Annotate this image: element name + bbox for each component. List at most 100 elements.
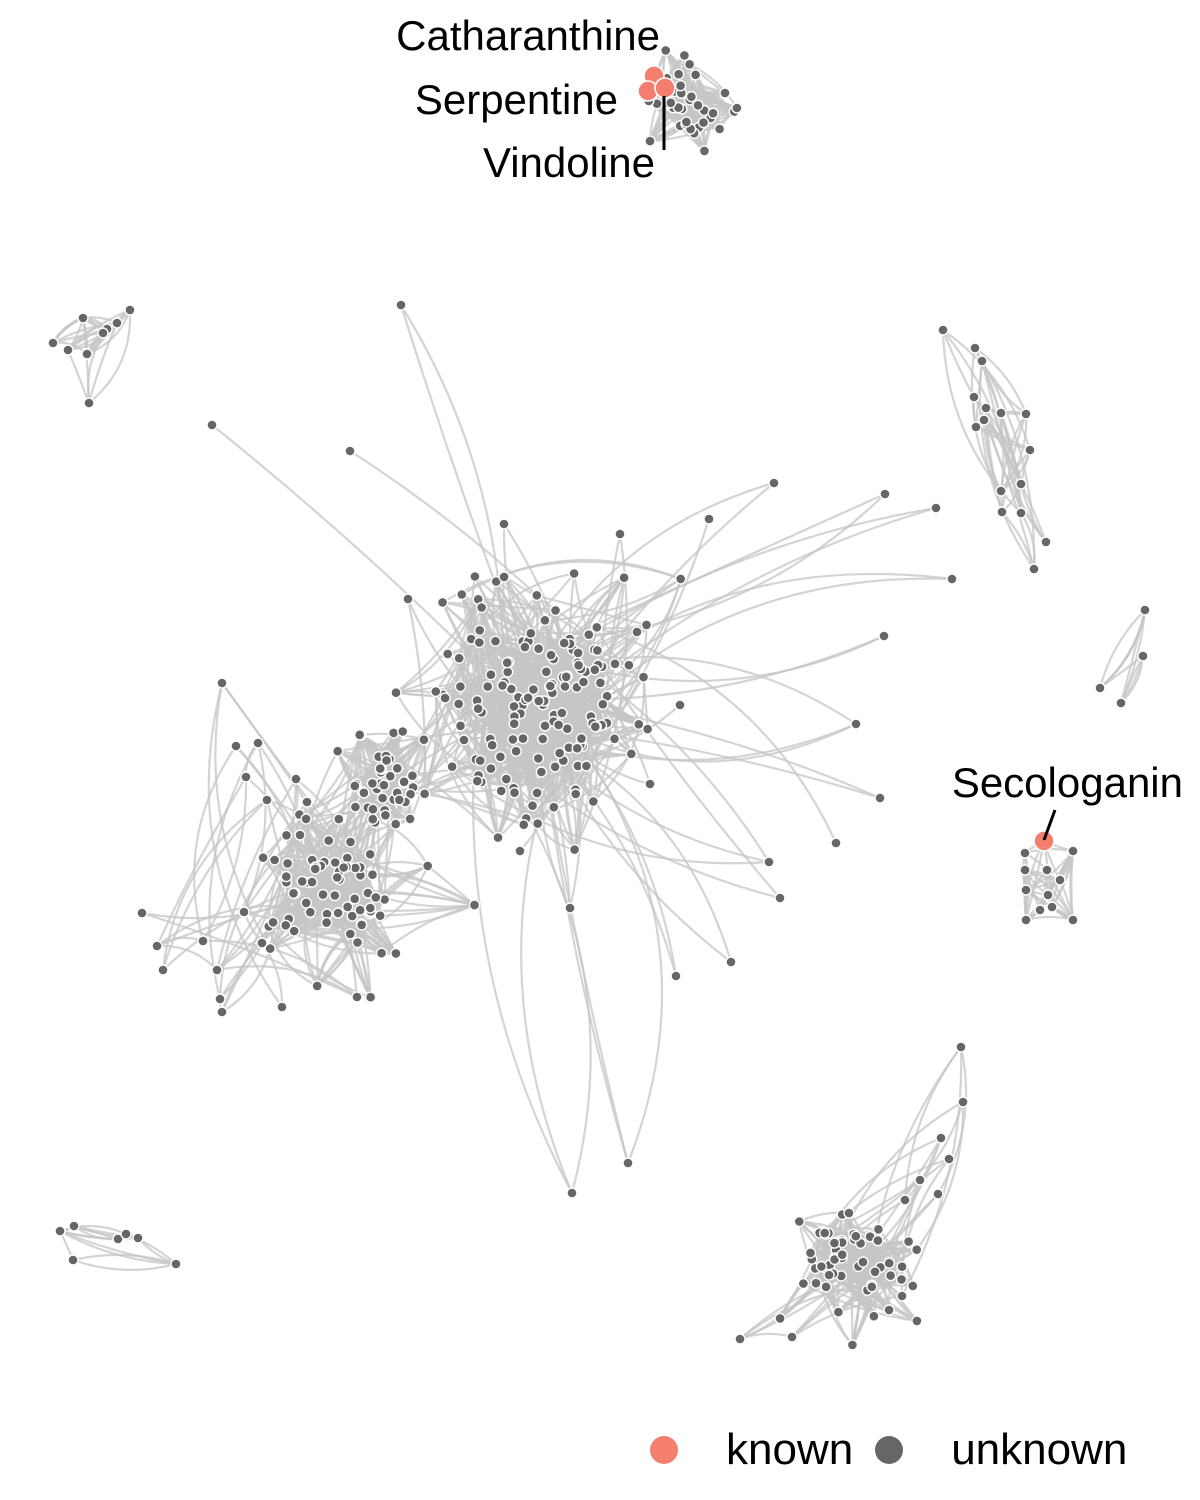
unknown-node — [843, 1207, 855, 1219]
unknown-node — [288, 925, 300, 937]
unknown-node — [287, 887, 300, 899]
network-edge — [520, 668, 596, 1195]
unknown-node — [366, 777, 379, 790]
unknown-node — [332, 745, 344, 757]
unknown-node — [644, 778, 656, 790]
network-edge — [587, 506, 938, 636]
unknown-node — [836, 1248, 848, 1261]
unknown-node — [937, 324, 949, 336]
legend-label-unknown: unknown — [951, 1425, 1128, 1474]
unknown-node — [1015, 507, 1027, 519]
network-edge — [394, 689, 460, 705]
unknown-node — [583, 629, 595, 641]
unknown-node — [351, 936, 364, 949]
unknown-node — [489, 635, 502, 647]
unknown-node — [532, 752, 544, 765]
unknown-node — [374, 762, 386, 775]
known-node — [654, 77, 676, 99]
unknown-node — [734, 1333, 746, 1345]
unknown-node — [1040, 536, 1052, 548]
unknown-node — [364, 902, 376, 914]
unknown-node — [317, 888, 329, 901]
unknown-node — [823, 1269, 835, 1281]
unknown-node — [980, 402, 992, 414]
unknown-node — [393, 794, 405, 806]
unknown-node — [486, 739, 498, 751]
unknown-node — [719, 87, 731, 99]
unknown-node — [580, 760, 593, 772]
unknown-node — [197, 935, 209, 947]
network-edge — [215, 965, 359, 999]
network-edge — [210, 423, 492, 676]
unknown-node — [508, 787, 521, 799]
unknown-node — [872, 1223, 885, 1236]
unknown-node — [358, 787, 370, 799]
unknown-node — [1020, 884, 1032, 896]
unknown-node — [422, 860, 434, 872]
unknown-node — [68, 1220, 80, 1232]
unknown-node — [214, 993, 226, 1005]
unknown-node — [591, 644, 604, 657]
unknown-node — [304, 906, 316, 918]
unknown-node — [453, 652, 465, 664]
unknown-node — [356, 919, 368, 931]
unknown-node — [112, 1233, 124, 1245]
unknown-node — [485, 762, 497, 775]
network-edge — [973, 346, 1028, 416]
unknown-node — [111, 317, 123, 329]
vindoline-label: Vindoline — [483, 139, 655, 186]
unknown-node — [525, 627, 537, 639]
unknown-node — [532, 817, 544, 830]
network-edge — [982, 418, 1036, 571]
unknown-node — [395, 299, 407, 311]
network-edge — [941, 328, 1023, 515]
unknown-node — [850, 718, 862, 730]
network-edge — [155, 775, 248, 948]
unknown-node — [637, 671, 650, 683]
unknown-node — [969, 342, 981, 354]
unknown-node — [1054, 874, 1066, 886]
unknown-node — [978, 414, 990, 426]
unknown-node — [390, 818, 402, 830]
network-edge — [71, 1258, 178, 1271]
unknown-node — [689, 69, 702, 81]
unknown-node — [575, 732, 588, 745]
unknown-node — [674, 699, 686, 711]
network-edge — [518, 745, 584, 853]
unknown-node — [430, 685, 442, 698]
network-edge — [810, 1136, 943, 1261]
unknown-node — [1019, 847, 1031, 859]
unknown-node — [832, 1306, 845, 1318]
unknown-node — [351, 991, 363, 1003]
unknown-node — [518, 819, 530, 831]
unknown-node — [674, 79, 687, 92]
unknown-node — [240, 771, 252, 783]
unknown-node — [97, 327, 109, 339]
unknown-node — [485, 669, 497, 681]
network-edge — [441, 560, 682, 604]
unknown-node — [943, 1153, 955, 1165]
unknown-node — [597, 698, 609, 710]
unknown-node — [468, 899, 481, 911]
unknown-node — [280, 870, 292, 883]
unknown-node — [703, 513, 715, 525]
network-edge — [207, 681, 284, 1009]
unknown-node — [514, 845, 526, 857]
unknown-node — [494, 751, 507, 763]
unknown-node — [375, 947, 388, 959]
network-edge — [409, 738, 427, 820]
unknown-node — [366, 869, 379, 881]
unknown-node — [406, 770, 419, 782]
network-edge — [348, 449, 538, 597]
unknown-node — [946, 573, 958, 585]
network-edge — [71, 1253, 178, 1266]
unknown-node — [157, 964, 169, 976]
unknown-node — [1067, 914, 1079, 926]
unknown-node — [631, 626, 643, 638]
unknown-node — [878, 630, 890, 642]
unknown-node — [442, 648, 454, 660]
unknown-node — [344, 836, 357, 848]
unknown-node — [397, 725, 409, 738]
unknown-node — [344, 928, 356, 940]
